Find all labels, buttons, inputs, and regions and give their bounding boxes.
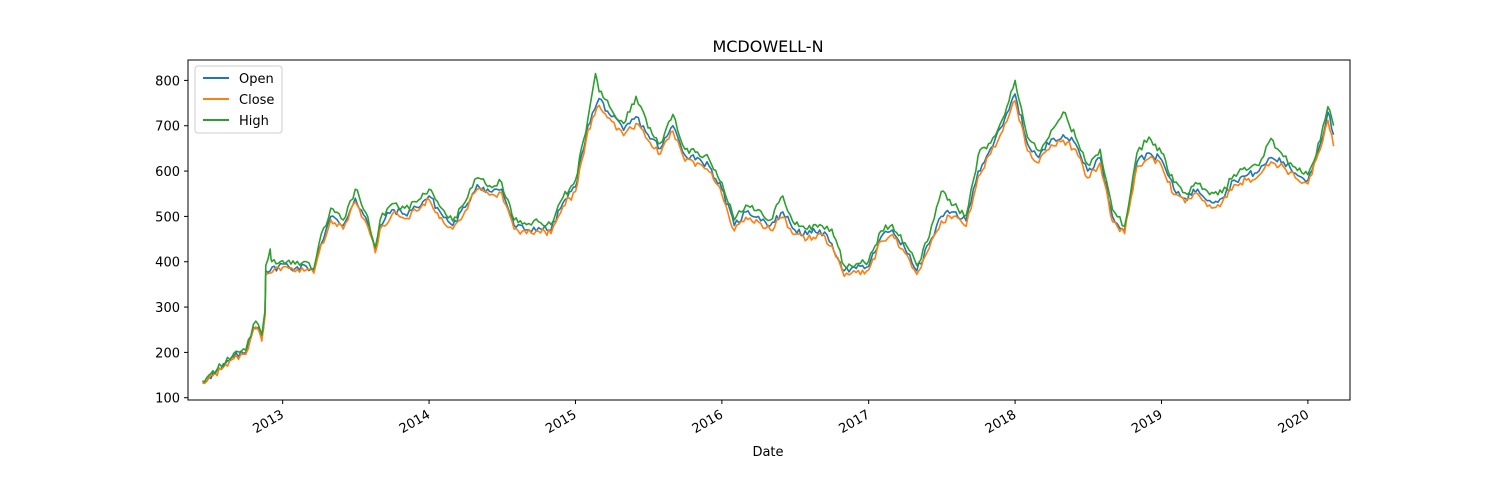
series-line-high [202, 72, 1335, 383]
legend-label-high: High [239, 114, 269, 129]
y-axis: 100 200 300 400 500 600 700 800 [155, 74, 188, 407]
series-layer [202, 72, 1335, 385]
y-tick-label: 200 [155, 346, 180, 361]
x-axis-label: Date [752, 445, 783, 460]
legend-label-close: Close [239, 93, 274, 108]
legend: Open Close High [194, 65, 283, 134]
y-tick-label: 400 [155, 256, 180, 271]
y-tick-label: 600 [155, 165, 180, 180]
plot-frame [187, 59, 1351, 401]
y-tick-label: 100 [155, 392, 180, 407]
chart-title: MCDOWELL-N [712, 37, 823, 56]
y-tick-label: 800 [155, 74, 180, 89]
y-tick-label: 300 [155, 301, 180, 316]
legend-box [194, 65, 283, 134]
legend-label-open: Open [239, 72, 274, 87]
series-line-close [202, 100, 1335, 385]
y-tick-label: 500 [155, 210, 180, 225]
y-tick-label: 700 [155, 120, 180, 135]
